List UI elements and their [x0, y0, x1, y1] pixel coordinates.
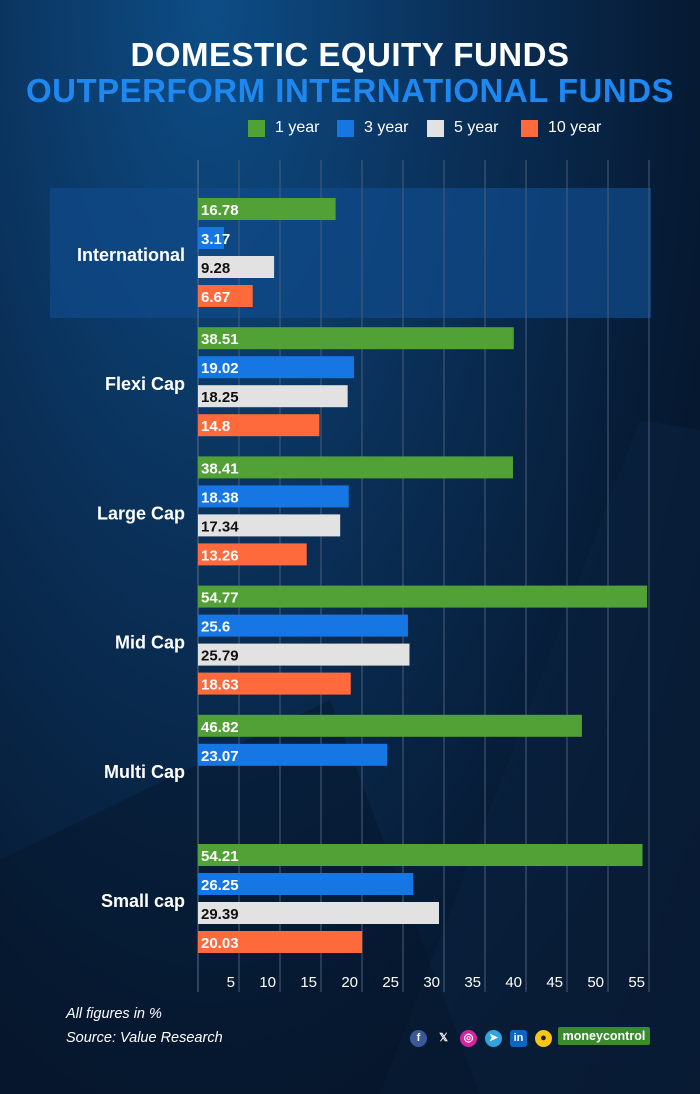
bar-3-year	[198, 743, 388, 766]
bar-3-year	[198, 227, 224, 249]
highlight-band	[50, 188, 651, 318]
data-label: 3.17	[201, 231, 230, 248]
legend-item-3-year: 3 year	[337, 118, 408, 138]
x-tick-label: 25	[382, 974, 399, 991]
bar-5-year	[198, 902, 439, 924]
bar-5-year	[198, 256, 275, 278]
legend-label-3-year: 3 year	[364, 119, 409, 136]
bar-3-year	[198, 356, 354, 379]
bar-3-year	[198, 485, 349, 508]
bar-10-year	[198, 414, 320, 437]
data-label: 18.38	[201, 489, 239, 506]
legend-swatch-5-year	[427, 119, 444, 137]
data-label: 18.63	[201, 677, 239, 694]
bar-10-year	[198, 931, 363, 953]
legend-item-1-year: 1 year	[248, 118, 319, 138]
legend-label-5-year: 5 year	[454, 119, 499, 136]
category-label: Flexi Cap	[105, 374, 185, 394]
x-tick-label: 35	[464, 974, 481, 991]
data-label: 14.8	[201, 418, 230, 435]
legend-item-5-year: 5 year	[427, 118, 498, 138]
x-tick-label: 5	[227, 974, 235, 991]
data-label: 46.82	[201, 719, 239, 736]
facebook-icon[interactable]: f	[410, 1030, 427, 1047]
data-label: 38.51	[201, 331, 239, 348]
bar-1-year	[198, 456, 513, 479]
bar-1-year	[198, 327, 514, 350]
legend-swatch-3-year	[337, 119, 354, 137]
bar-10-year	[198, 672, 351, 695]
data-label: 29.39	[201, 906, 239, 923]
category-label: Small cap	[101, 891, 185, 911]
bar-1-year	[198, 714, 582, 737]
bar-5-year	[198, 385, 348, 408]
data-label: 19.02	[201, 360, 239, 377]
data-label: 16.78	[201, 202, 239, 219]
x-tick-label: 55	[628, 974, 645, 991]
chart-title: DOMESTIC EQUITY FUNDS	[130, 36, 570, 73]
linkedin-icon[interactable]: in	[510, 1030, 527, 1047]
bar-3-year	[198, 614, 408, 637]
x-icon[interactable]: 𝕏	[439, 1032, 448, 1044]
data-label: 25.6	[201, 619, 230, 636]
data-label: 20.03	[201, 935, 239, 952]
x-tick-label: 50	[587, 974, 604, 991]
data-label: 13.26	[201, 547, 239, 564]
category-label: International	[77, 245, 185, 265]
data-label: 9.28	[201, 260, 230, 277]
data-label: 23.07	[201, 748, 239, 765]
bar-10-year	[198, 285, 253, 307]
data-label: 17.34	[201, 518, 239, 535]
x-tick-label: 10	[259, 974, 276, 991]
x-tick-label: 45	[546, 974, 563, 991]
data-label: 54.77	[201, 590, 239, 607]
bar-5-year	[198, 643, 410, 666]
data-label: 26.25	[201, 877, 239, 894]
legend-swatch-10-year	[521, 119, 538, 137]
bar-1-year	[198, 844, 643, 866]
data-label: 18.25	[201, 389, 239, 406]
instagram-icon[interactable]: ◎	[460, 1030, 477, 1047]
bar-5-year	[198, 514, 341, 537]
data-label: 38.41	[201, 460, 239, 477]
chart-subtitle: OUTPERFORM INTERNATIONAL FUNDS	[25, 72, 675, 109]
legend-label-10-year: 10 year	[548, 119, 602, 136]
data-label: 25.79	[201, 648, 239, 665]
source-note: Source: Value Research	[66, 1030, 223, 1046]
x-tick-label: 40	[505, 974, 522, 991]
category-label: Mid Cap	[115, 633, 185, 653]
legend-item-10-year: 10 year	[521, 118, 601, 138]
data-label: 6.67	[201, 289, 230, 306]
x-tick-label: 20	[341, 974, 358, 991]
x-tick-label: 15	[300, 974, 317, 991]
bar-3-year	[198, 873, 414, 895]
bar-10-year	[198, 543, 307, 566]
category-label: Large Cap	[97, 503, 185, 523]
legend-swatch-1-year	[248, 119, 265, 137]
brand-logo: moneycontrol	[558, 1027, 650, 1045]
category-label: Multi Cap	[104, 762, 185, 782]
legend-label-1-year: 1 year	[275, 119, 320, 136]
units-note: All figures in %	[66, 1006, 162, 1022]
bar-1-year	[198, 585, 648, 608]
snapchat-icon[interactable]: ●	[535, 1030, 552, 1047]
x-tick-label: 30	[423, 974, 440, 991]
data-label: 54.21	[201, 848, 239, 865]
bar-1-year	[198, 198, 336, 220]
telegram-icon[interactable]: ➤	[485, 1030, 502, 1047]
